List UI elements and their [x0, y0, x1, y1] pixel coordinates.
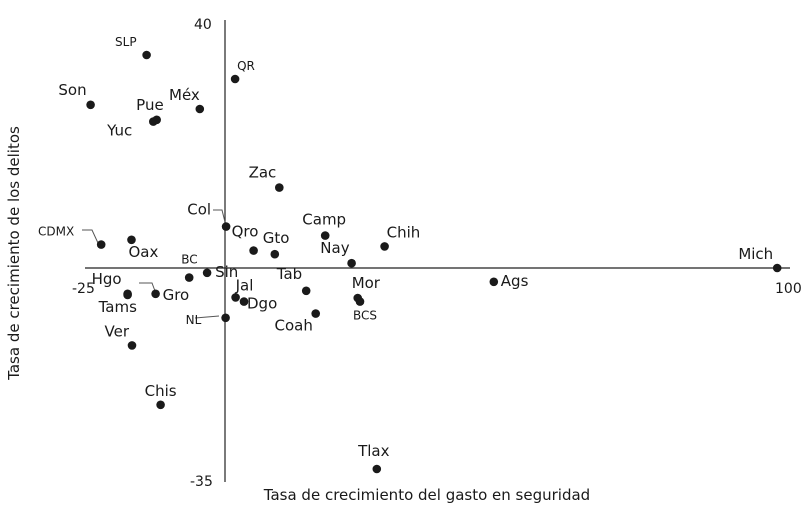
- x-tick-max: 100: [775, 281, 802, 297]
- y-tick-min: -35: [190, 474, 213, 490]
- point-label-tams: Tams: [98, 298, 137, 316]
- point-col: [221, 222, 231, 231]
- point-label-gro: Gro: [163, 286, 190, 304]
- point-label-ver: Ver: [105, 322, 130, 340]
- point-label-jal: Jal: [235, 276, 254, 294]
- point-label-camp: Camp: [302, 211, 346, 229]
- point-label-sin: Sin: [215, 263, 238, 281]
- point-mich: [772, 263, 782, 273]
- point-label-chih: Chih: [387, 223, 421, 241]
- point-cdmx: [96, 240, 106, 249]
- point-label-oax: Oax: [129, 243, 159, 261]
- point-label-mich: Mich: [738, 245, 773, 263]
- point-label-hgo: Hgo: [92, 270, 122, 288]
- point-chis: [156, 400, 165, 410]
- point-label-ags: Ags: [501, 272, 529, 290]
- point-coah: [311, 309, 321, 318]
- point-tams: [123, 290, 132, 300]
- point-bcs: [355, 297, 365, 306]
- point-label-m-x: Méx: [169, 86, 200, 104]
- point-chih: [380, 242, 389, 251]
- point-qro: [249, 246, 258, 255]
- point-m-x: [195, 104, 205, 114]
- point-label-son: Son: [58, 81, 86, 99]
- point-label-qro: Qro: [232, 223, 259, 241]
- y-tick-max: 40: [194, 17, 212, 33]
- point-label-bc: BC: [181, 253, 197, 267]
- point-bc: [184, 273, 194, 282]
- point-label-bcs: BCS: [353, 309, 377, 323]
- point-son: [86, 100, 95, 110]
- point-dgo: [239, 297, 249, 306]
- point-label-nay: Nay: [320, 239, 349, 257]
- y-axis-title: Tasa de crecimiento de los delitos: [5, 126, 23, 381]
- point-sin: [202, 268, 212, 278]
- point-label-chis: Chis: [145, 382, 177, 400]
- point-camp: [320, 231, 330, 240]
- point-ver: [127, 341, 137, 350]
- point-label-yuc: Yuc: [106, 122, 132, 140]
- point-qr: [230, 74, 240, 84]
- point-tab: [301, 286, 311, 296]
- point-tlax: [372, 464, 382, 474]
- point-oax: [127, 235, 136, 245]
- point-label-tab: Tab: [276, 265, 302, 283]
- point-label-dgo: Dgo: [247, 295, 277, 313]
- point-jal: [231, 293, 240, 302]
- x-tick-min: -25: [72, 281, 95, 297]
- point-ags: [489, 277, 499, 287]
- points-layer: [86, 50, 782, 474]
- point-nay: [347, 258, 356, 268]
- point-slp: [142, 50, 151, 60]
- point-gro: [151, 289, 160, 299]
- point-label-col: Col: [187, 201, 211, 219]
- point-nl: [221, 313, 230, 323]
- point-yuc: [149, 117, 158, 126]
- x-axis-title: Tasa de crecimiento del gasto en segurid…: [263, 486, 590, 504]
- point-label-nl: NL: [186, 313, 202, 327]
- point-label-zac: Zac: [249, 164, 277, 182]
- point-label-qr: QR: [237, 59, 255, 73]
- point-label-pue: Pue: [136, 96, 164, 114]
- point-zac: [275, 183, 284, 192]
- point-label-coah: Coah: [275, 317, 313, 335]
- point-gto: [270, 249, 280, 259]
- leader-lines: [82, 209, 226, 319]
- point-label-tlax: Tlax: [357, 442, 390, 460]
- point-label-mor: Mor: [352, 274, 381, 292]
- point-label-slp: SLP: [115, 35, 137, 49]
- point-label-cdmx: CDMX: [38, 225, 74, 239]
- point-label-gto: Gto: [263, 229, 290, 247]
